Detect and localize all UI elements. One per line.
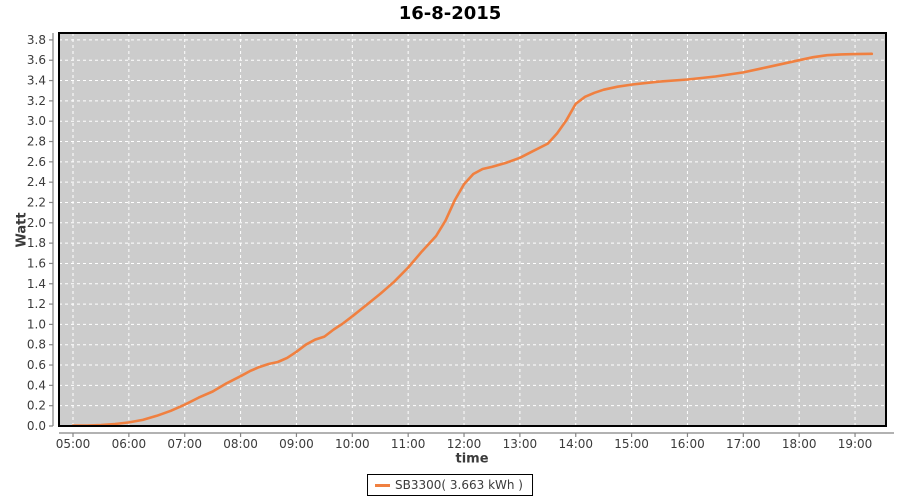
y-tick-label: 1.6 [27,256,46,270]
x-tick-label: 17:00 [726,437,761,451]
x-tick-label: 10:00 [335,437,370,451]
x-tick-label: 06:00 [112,437,147,451]
y-tick-label: 1.0 [27,317,46,331]
y-tick-label: 3.2 [27,94,46,108]
y-tick-label: 2.2 [27,195,46,209]
y-tick-label: 3.4 [27,74,46,88]
y-tick-label: 0.4 [27,378,46,392]
y-tick-label: 3.6 [27,53,46,67]
x-tick-label: 12:00 [447,437,482,451]
y-tick-label: 1.4 [27,277,46,291]
x-tick-label: 09:00 [279,437,314,451]
y-tick-label: 0.6 [27,358,46,372]
y-tick-label: 3.0 [27,114,46,128]
y-tick-label: 0.0 [27,419,46,433]
y-axis-title: Watt [14,212,30,248]
x-tick-label: 08:00 [223,437,258,451]
chart-title: 16-8-2015 [398,3,502,24]
legend-line-swatch [375,483,391,487]
y-tick-label: 0.8 [27,338,46,352]
x-tick-label: 13:00 [503,437,538,451]
x-tick-label: 15:00 [614,437,649,451]
y-tick-label: 3.8 [27,33,46,47]
series-line [71,52,874,427]
x-tick-label: 16:00 [670,437,705,451]
y-tick-label: 1.2 [27,297,46,311]
y-tick-label: 0.2 [27,399,46,413]
x-tick-label: 11:00 [391,437,426,451]
y-tick-label: 2.6 [27,155,46,169]
x-tick-label: 18:00 [782,437,817,451]
y-tick-label: 2.4 [27,175,46,189]
legend: SB3300( 3.663 kWh ) [367,474,533,496]
x-axis-title: time [455,451,489,467]
plot-border [58,32,887,427]
x-tick-label: 07:00 [167,437,202,451]
y-tick-label: 2.0 [27,216,46,230]
plot-area [59,33,886,426]
x-tick-label: 05:00 [56,437,91,451]
legend-label: SB3300( 3.663 kWh ) [395,478,523,492]
x-tick-label: 19:00 [838,437,873,451]
x-tick-label: 14:00 [558,437,593,451]
y-tick-label: 1.8 [27,236,46,250]
y-tick-label: 2.8 [27,135,46,149]
